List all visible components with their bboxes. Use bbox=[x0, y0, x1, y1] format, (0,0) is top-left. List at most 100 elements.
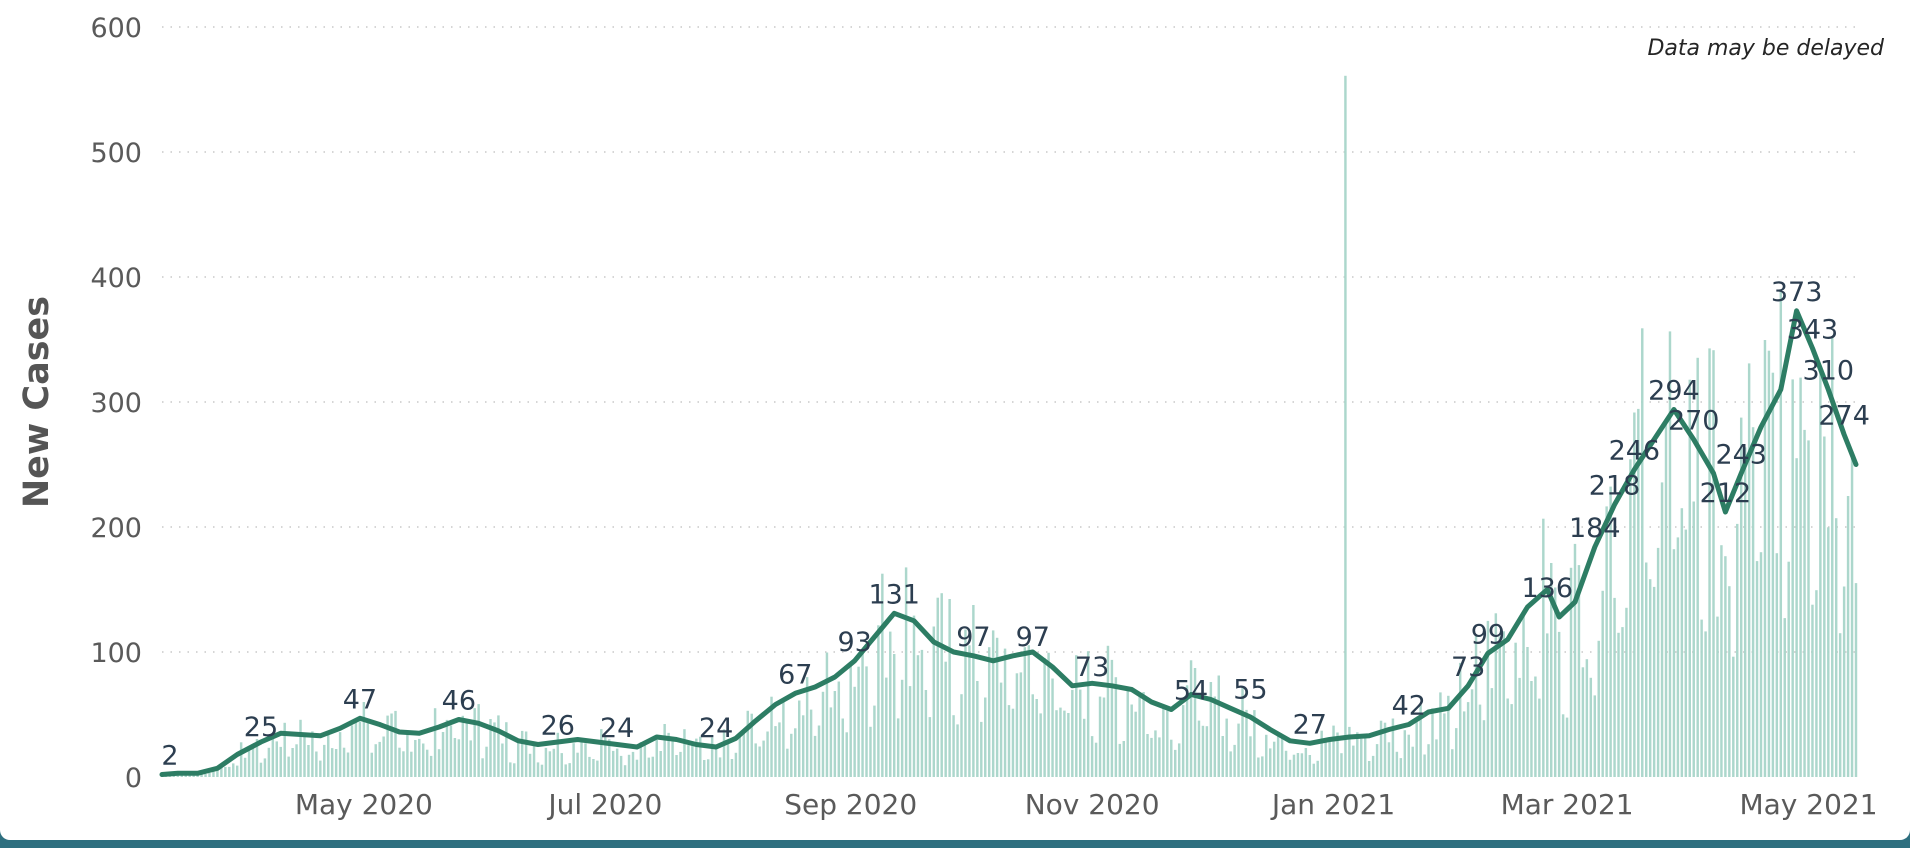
data-label: 73 bbox=[1451, 652, 1485, 683]
daily-bar bbox=[647, 757, 651, 777]
daily-bar bbox=[176, 775, 180, 777]
daily-bar bbox=[738, 734, 742, 777]
daily-bar bbox=[437, 749, 441, 777]
daily-bar bbox=[422, 743, 425, 777]
daily-bar bbox=[311, 731, 314, 777]
daily-bar bbox=[1371, 755, 1375, 777]
daily-bar bbox=[1751, 427, 1755, 777]
daily-bar bbox=[758, 746, 761, 777]
daily-bar bbox=[1696, 357, 1699, 777]
daily-bar bbox=[1763, 340, 1767, 777]
daily-bar bbox=[877, 625, 880, 777]
daily-bar bbox=[275, 741, 278, 777]
daily-bar bbox=[235, 765, 239, 777]
daily-bar bbox=[1166, 710, 1169, 777]
daily-bar bbox=[679, 751, 682, 777]
daily-bar bbox=[924, 690, 928, 777]
daily-bar bbox=[398, 747, 401, 777]
daily-bar bbox=[1229, 751, 1232, 777]
daily-bar bbox=[354, 720, 358, 777]
moving-average-line bbox=[159, 308, 1859, 777]
data-label: 184 bbox=[1569, 513, 1621, 544]
daily-bar bbox=[1743, 447, 1747, 777]
daily-bar bbox=[378, 741, 381, 777]
data-label: 310 bbox=[1803, 356, 1855, 387]
daily-bar bbox=[572, 743, 575, 777]
daily-bar bbox=[382, 736, 385, 777]
daily-bar bbox=[1233, 744, 1236, 777]
daily-bar bbox=[243, 757, 247, 777]
x-tick-label: Nov 2020 bbox=[1025, 788, 1160, 821]
daily-bar bbox=[1625, 607, 1628, 777]
daily-bar bbox=[1553, 587, 1557, 777]
daily-bar bbox=[505, 722, 508, 777]
daily-bar bbox=[766, 731, 769, 777]
daily-bar bbox=[485, 746, 488, 777]
daily-bar bbox=[1051, 678, 1054, 777]
daily-bar bbox=[1490, 688, 1494, 777]
daily-bar bbox=[1201, 725, 1205, 777]
daily-bar bbox=[1332, 725, 1335, 777]
daily-bar bbox=[627, 754, 631, 777]
daily-bar bbox=[623, 765, 627, 777]
daily-bar bbox=[734, 752, 738, 777]
daily-bar bbox=[1747, 363, 1751, 777]
daily-bar bbox=[208, 773, 211, 777]
daily-bar bbox=[1114, 677, 1118, 777]
daily-bar bbox=[429, 755, 433, 777]
daily-bar bbox=[1692, 501, 1695, 777]
daily-bar bbox=[706, 759, 710, 777]
daily-bar bbox=[1550, 563, 1553, 777]
daily-bar bbox=[908, 686, 912, 777]
daily-bar bbox=[1185, 685, 1189, 777]
daily-bar bbox=[477, 704, 480, 777]
daily-bar bbox=[1387, 742, 1391, 777]
daily-bar bbox=[346, 752, 350, 777]
daily-bar bbox=[790, 733, 793, 777]
daily-bar bbox=[968, 645, 971, 777]
daily-bar bbox=[1633, 412, 1636, 777]
daily-bar bbox=[239, 742, 243, 777]
daily-bar bbox=[805, 677, 809, 777]
daily-bar bbox=[1415, 722, 1418, 777]
daily-bar bbox=[1684, 529, 1688, 777]
daily-bar bbox=[1700, 619, 1703, 777]
daily-bar bbox=[1834, 518, 1838, 777]
daily-bar bbox=[1470, 689, 1474, 777]
daily-bar bbox=[1506, 698, 1509, 777]
daily-bar bbox=[1225, 718, 1228, 777]
daily-bar bbox=[1379, 720, 1383, 777]
data-label: 27 bbox=[1293, 709, 1327, 740]
daily-bar bbox=[1577, 565, 1581, 777]
y-tick-label: 0 bbox=[125, 763, 142, 794]
daily-bar bbox=[1739, 417, 1743, 777]
daily-bar bbox=[1838, 633, 1842, 777]
daily-bar bbox=[1652, 586, 1656, 777]
daily-bar bbox=[1617, 632, 1620, 777]
data-label: 24 bbox=[600, 713, 634, 744]
daily-bar bbox=[1518, 677, 1521, 777]
daily-bar bbox=[1094, 742, 1098, 777]
daily-bar bbox=[699, 736, 702, 777]
daily-bar bbox=[663, 724, 666, 777]
daily-bar bbox=[1589, 677, 1593, 777]
daily-bar bbox=[1150, 737, 1153, 777]
daily-bar bbox=[461, 715, 465, 777]
daily-bar bbox=[817, 725, 821, 777]
grid-lines bbox=[162, 26, 1856, 653]
daily-bar bbox=[691, 743, 694, 777]
daily-bar bbox=[1205, 726, 1209, 777]
daily-bar bbox=[386, 715, 389, 777]
daily-bar bbox=[964, 629, 967, 777]
daily-bar bbox=[473, 708, 476, 777]
daily-bar bbox=[1090, 736, 1094, 777]
daily-bar bbox=[889, 631, 892, 777]
daily-bar bbox=[1209, 682, 1213, 777]
daily-bar bbox=[1771, 372, 1775, 777]
daily-bar bbox=[1015, 673, 1019, 777]
daily-bar bbox=[1478, 704, 1482, 777]
daily-bar bbox=[821, 691, 825, 777]
daily-bar bbox=[671, 739, 674, 777]
daily-bar bbox=[1146, 734, 1149, 777]
